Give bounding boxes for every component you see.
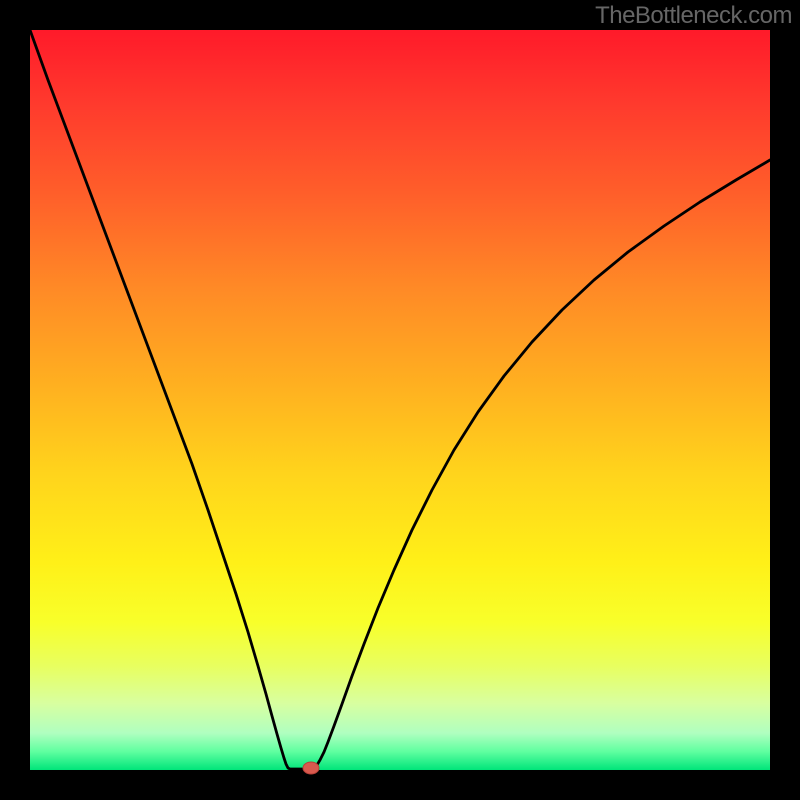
watermark-text: TheBottleneck.com (595, 2, 792, 30)
bottleneck-chart: TheBottleneck.com (0, 0, 800, 800)
plot-background (30, 30, 770, 770)
optimum-marker (303, 762, 319, 774)
chart-svg (0, 0, 800, 800)
